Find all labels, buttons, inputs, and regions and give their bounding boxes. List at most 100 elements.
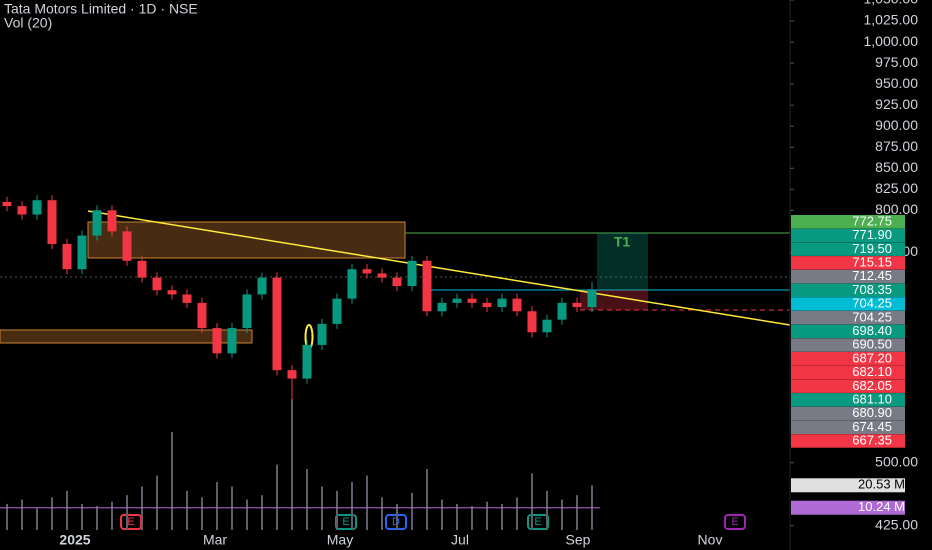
y-tick-label: 425.00 [875, 516, 918, 532]
price-label-bg [791, 310, 905, 325]
volume-bar [501, 503, 503, 530]
volume-bar [456, 503, 458, 530]
price-label: 682.10 [852, 364, 892, 379]
volume-bar [111, 501, 113, 530]
price-label-bg [791, 379, 905, 393]
candle-body [107, 210, 117, 232]
ma-label: 10.24 M [858, 499, 905, 514]
candle-body [362, 269, 372, 274]
zone-box [87, 221, 406, 259]
price-label: 682.05 [852, 378, 892, 393]
volume-bar [531, 473, 533, 530]
candle-body [497, 298, 507, 308]
event-label: E [731, 516, 738, 528]
volume-bar [126, 495, 128, 530]
candle-body [242, 294, 252, 329]
price-label: 667.35 [852, 433, 892, 448]
volume-bar [261, 495, 263, 530]
price-label-bg [791, 215, 905, 229]
candle-body [227, 328, 237, 354]
price-label: 674.45 [852, 419, 892, 434]
event-label: E [534, 516, 541, 528]
price-label: 708.35 [852, 282, 892, 297]
price-label-bg [791, 338, 905, 352]
trend-line [87, 210, 791, 326]
volume-bar [6, 503, 8, 530]
y-tick-label: 500.00 [875, 453, 918, 469]
candle-body [137, 260, 147, 278]
volume-bar [351, 482, 353, 530]
volume-bar [21, 499, 23, 530]
x-tick-label: Sep [566, 532, 591, 548]
ma-label-bg [791, 500, 905, 515]
volume-bar [201, 497, 203, 530]
candle-body [182, 294, 192, 303]
candle-body [542, 319, 552, 333]
volume-bar [561, 499, 563, 530]
candle-body [437, 302, 447, 312]
candle-body [122, 231, 132, 261]
volume-bar [576, 495, 578, 530]
price-label-bg [791, 420, 905, 434]
candle-body [167, 290, 177, 295]
price-label-bg [791, 352, 905, 366]
event-label: E [342, 516, 349, 528]
price-label: 698.40 [852, 323, 892, 338]
volume-bar [426, 469, 428, 530]
volume-bar [96, 506, 98, 530]
volume-bar [321, 486, 323, 530]
volume-bar [231, 486, 233, 530]
price-label-bg [791, 228, 905, 243]
volume-title: Vol (20) [4, 15, 52, 31]
price-label: 704.25 [852, 309, 892, 324]
candle-body [557, 302, 567, 320]
volume-bar [51, 497, 53, 530]
y-tick-label: 1,025.00 [864, 12, 919, 28]
zone-box [0, 329, 253, 344]
x-tick-label: May [327, 532, 353, 548]
candle-body [212, 328, 222, 354]
volume-bar [306, 469, 308, 530]
x-tick-label: Jul [451, 532, 469, 548]
x-tick-label: 2025 [59, 532, 90, 548]
price-label: 680.90 [852, 405, 892, 420]
price-label-bg [791, 406, 905, 421]
candle-body [77, 235, 87, 270]
candle-body [377, 273, 387, 278]
candle-body [152, 277, 162, 291]
candle-body [482, 302, 492, 308]
candle-body [302, 344, 312, 379]
volume-label: 20.53 M [858, 477, 905, 492]
candle-body [467, 298, 477, 303]
y-tick-label: 800.00 [875, 201, 918, 217]
price-label: 704.25 [852, 296, 892, 311]
y-tick-label: 875.00 [875, 138, 918, 154]
event-label: E [127, 516, 134, 528]
volume-bar [66, 490, 68, 530]
y-tick-label: 1,050.00 [864, 0, 919, 7]
price-label-bg [791, 256, 905, 270]
volume-bar [291, 399, 293, 530]
price-label: 771.90 [852, 227, 892, 242]
volume-bar [336, 490, 338, 530]
chart-title: Tata Motors Limited · 1D · NSE [4, 1, 198, 17]
candle-body [32, 200, 42, 215]
price-label-bg [791, 393, 905, 407]
price-label-bg [791, 324, 905, 339]
price-label: 715.15 [852, 255, 892, 270]
price-label: 690.50 [852, 337, 892, 352]
volume-bar [186, 490, 188, 530]
volume-bar [156, 475, 158, 530]
candle-body [332, 298, 342, 324]
price-label: 681.10 [852, 392, 892, 407]
volume-bar [396, 503, 398, 530]
candle-body [587, 290, 597, 308]
price-label: 687.20 [852, 350, 892, 365]
price-label: 772.75 [852, 213, 892, 228]
price-label-bg [791, 297, 905, 311]
candle-body [257, 277, 267, 295]
event-marker [724, 514, 746, 530]
candle-body [272, 277, 282, 371]
y-tick-label: 1,000.00 [864, 33, 919, 49]
